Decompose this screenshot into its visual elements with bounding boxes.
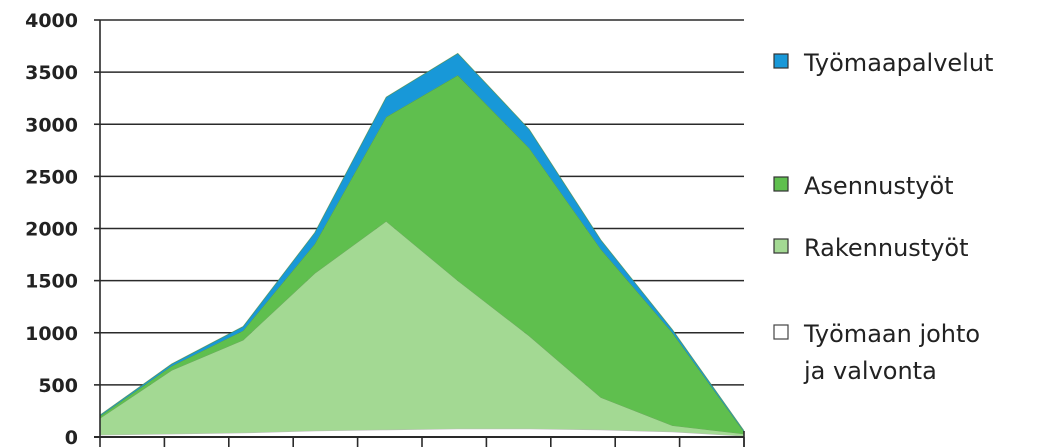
legend-swatch-0 (773, 324, 789, 340)
y-tick-label-4000: 4000 (25, 10, 78, 32)
legend-label-0-line0: Työmaan johto (803, 320, 980, 348)
legend: Työmaapalvelut Asennustyöt Rakennustyöt Työ… (773, 49, 993, 385)
legend-label-2: Asennustyöt (804, 172, 954, 200)
area-top-line-3 (99, 52, 745, 431)
y-tick-label-2500: 2500 (25, 166, 78, 188)
y-tick-label-3500: 3500 (25, 62, 78, 84)
y-tick-label-1500: 1500 (25, 271, 78, 293)
legend-label-1: Rakennustyöt (804, 234, 969, 262)
legend-swatch-1 (773, 238, 789, 254)
y-tick-label-0: 0 (65, 427, 78, 447)
legend-label-3: Työmaapalvelut (803, 49, 993, 77)
legend-swatch-2 (773, 176, 789, 192)
legend-swatch-3 (773, 53, 789, 69)
area-series-2 (100, 75, 744, 434)
plot-areas (99, 52, 745, 437)
legend-label-0-line1: ja valvonta (803, 357, 937, 385)
area-series-0 (100, 428, 744, 437)
y-tick-label-2000: 2000 (25, 219, 78, 241)
y-tick-label-3000: 3000 (25, 114, 78, 136)
axes: 0 500 1000 1500 2000 2500 3000 3500 4000 (25, 10, 745, 447)
y-tick-label-1000: 1000 (25, 323, 78, 345)
y-tick-label-500: 500 (38, 375, 78, 397)
